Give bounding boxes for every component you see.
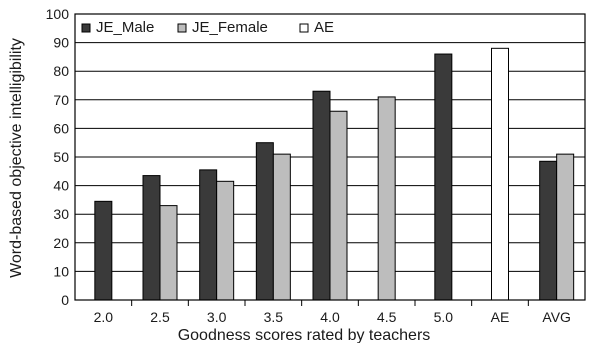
- bar-je-male-avg: [539, 160, 558, 301]
- legend-label-ae: AE: [314, 19, 334, 36]
- x-tick-label: 3.0: [207, 309, 227, 325]
- x-tick-labels: 2.0 2.5 3.0 3.5 4.0 4.5 5.0 AE AVG: [94, 309, 571, 325]
- y-tick-label: 90: [53, 35, 69, 51]
- bar-je-male-4-0: [312, 90, 331, 301]
- y-tick-label: 10: [53, 263, 69, 279]
- y-tick-label: 80: [53, 63, 69, 79]
- y-tick-label: 70: [53, 92, 69, 108]
- y-tick-label: 60: [53, 120, 69, 136]
- bar-je-female-avg: [556, 153, 575, 301]
- x-tick-label: 5.0: [434, 309, 454, 325]
- x-tick-label: 2.0: [94, 309, 114, 325]
- y-tick-label: 0: [61, 292, 69, 308]
- bar-je-male-2-0: [94, 200, 113, 301]
- bar-je-female-4-5: [377, 96, 396, 301]
- x-tick-label: 3.5: [264, 309, 284, 325]
- x-tick-label: 2.5: [150, 309, 170, 325]
- bar-je-male-5-0: [434, 53, 453, 301]
- x-axis-label: Goodness scores rated by teachers: [178, 327, 431, 343]
- legend: JE_Male JE_Female AE: [81, 19, 334, 36]
- bar-je-male-3-5: [255, 142, 274, 301]
- y-axis-label: Word-based objective intelligibility: [8, 38, 25, 278]
- y-tick-label: 40: [53, 178, 69, 194]
- bar-je-female-3-0: [216, 180, 235, 301]
- x-tick-label: AVG: [542, 309, 571, 325]
- plot-border: [74, 13, 586, 301]
- x-tick-label: 4.0: [320, 309, 340, 325]
- bar-je-female-4-0: [329, 110, 348, 301]
- x-tick-label: AE: [491, 309, 510, 325]
- bar-je-male-3-0: [199, 169, 218, 301]
- y-tick-label: 50: [53, 149, 69, 165]
- bar-je-female-2-5: [159, 205, 178, 301]
- legend-swatch-je-female: [177, 23, 187, 33]
- bar-je-male-2-5: [142, 175, 161, 301]
- x-tick-label: 4.5: [377, 309, 397, 325]
- bar-je-female-3-5: [272, 153, 291, 301]
- bar-ae-ae: [491, 47, 509, 301]
- y-tick-label: 30: [53, 206, 69, 222]
- plot-frame: [74, 13, 586, 306]
- y-tick-labels: 0 10 20 30 40 50 60 70 80 90 100: [46, 6, 70, 308]
- y-tick-label: 20: [53, 235, 69, 251]
- legend-swatch-je-male: [81, 23, 91, 33]
- legend-swatch-ae: [299, 23, 309, 33]
- legend-label-je-female: JE_Female: [192, 19, 268, 36]
- legend-label-je-male: JE_Male: [96, 19, 154, 36]
- y-tick-label: 100: [46, 6, 70, 22]
